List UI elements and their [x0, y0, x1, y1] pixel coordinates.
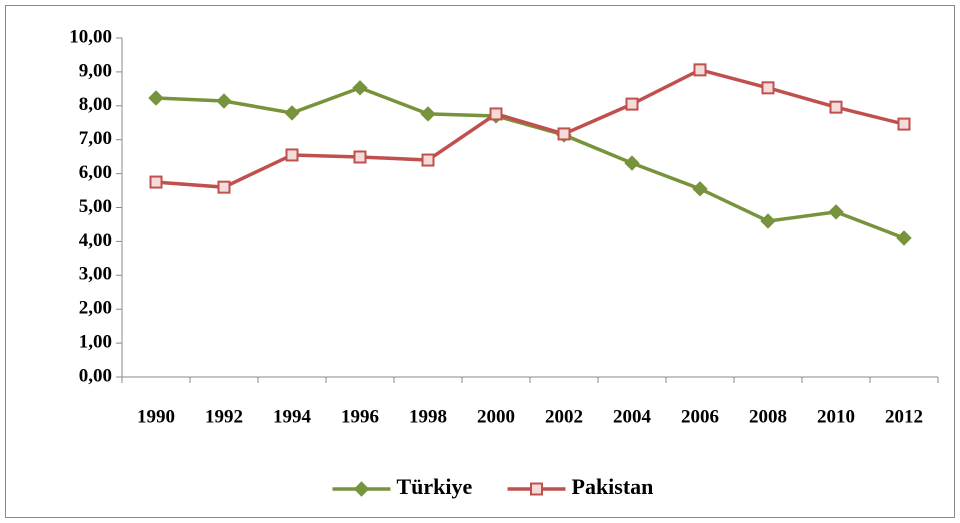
legend-label: Türkiye [397, 474, 473, 499]
x-tick-label: 2000 [477, 406, 515, 427]
marker [692, 181, 708, 197]
marker [148, 90, 164, 106]
marker [624, 155, 640, 171]
marker [216, 93, 232, 109]
marker [217, 180, 231, 194]
legend: Türkiye Pakistan [332, 474, 654, 499]
marker [285, 148, 299, 162]
marker [149, 175, 163, 189]
marker [761, 81, 775, 95]
x-tick-label: 1998 [409, 406, 447, 427]
x-tick-label: 2002 [545, 406, 583, 427]
y-tick-label: 8,00 [79, 94, 112, 115]
y-tick-label: 10,00 [69, 26, 112, 47]
y-tick-label: 6,00 [79, 162, 112, 183]
y-tick-label: 1,00 [79, 331, 112, 352]
y-tick-label: 7,00 [79, 128, 112, 149]
marker [829, 100, 843, 114]
x-tick-label: 2004 [613, 406, 652, 427]
marker [421, 153, 435, 167]
x-tick-label: 1990 [137, 406, 175, 427]
chart-frame [5, 5, 955, 518]
x-tick-label: 2012 [885, 406, 923, 427]
y-tick-label: 5,00 [79, 196, 112, 217]
marker [530, 482, 543, 496]
x-tick-label: 2006 [681, 406, 719, 427]
marker [489, 107, 503, 121]
legend-label: Pakistan [572, 474, 654, 499]
y-tick-label: 2,00 [79, 298, 112, 319]
y-tick-label: 0,00 [79, 365, 112, 386]
x-tick-label: 1992 [205, 406, 243, 427]
x-tick-label: 1996 [341, 406, 379, 427]
y-tick-label: 4,00 [79, 230, 112, 251]
marker [352, 80, 368, 96]
x-tick-label: 2008 [749, 406, 787, 427]
x-tick-label: 2010 [817, 406, 855, 427]
marker [897, 117, 911, 131]
marker [828, 204, 844, 220]
y-tick-label: 9,00 [79, 60, 112, 81]
marker [625, 97, 639, 111]
marker [284, 105, 300, 121]
y-tick-label: 3,00 [79, 264, 112, 285]
marker [353, 481, 370, 497]
marker [353, 150, 367, 164]
marker [760, 213, 776, 229]
marker [896, 230, 912, 246]
x-tick-label: 1994 [273, 406, 312, 427]
series-line [155, 68, 905, 189]
marker [420, 106, 436, 122]
marker [557, 127, 571, 141]
marker [693, 63, 707, 77]
